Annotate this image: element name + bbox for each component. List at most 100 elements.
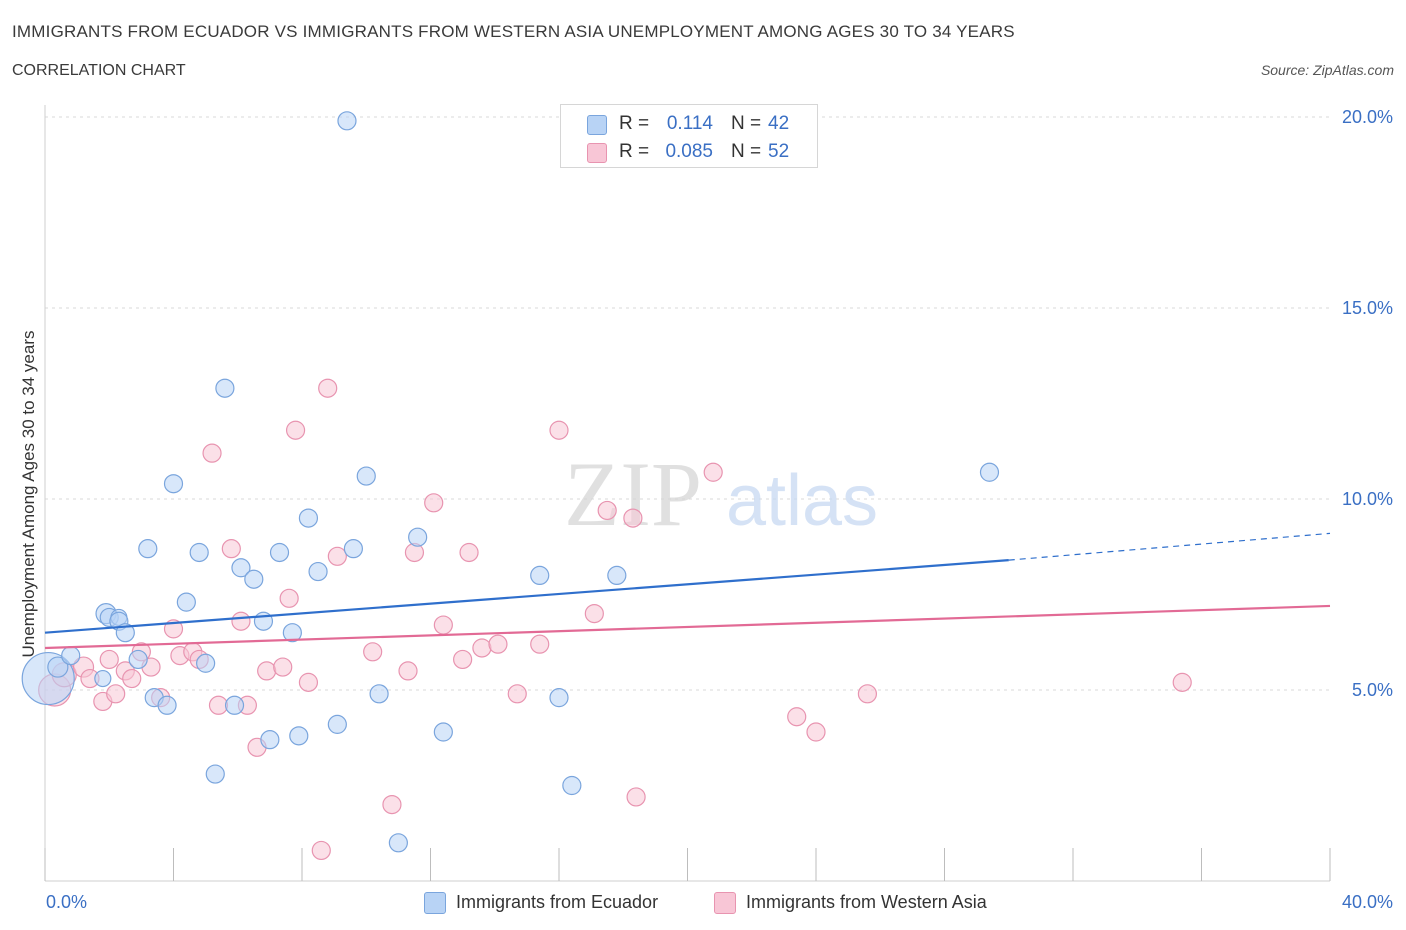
- point-western-asia: [703, 462, 723, 482]
- point-ecuador: [356, 466, 376, 486]
- point-ecuador: [260, 730, 280, 750]
- series-legend: Immigrants from Ecuador Immigrants from …: [0, 888, 1406, 916]
- point-western-asia: [398, 661, 418, 681]
- point-ecuador: [979, 462, 1000, 482]
- point-western-asia: [318, 378, 338, 398]
- point-western-asia: [623, 508, 643, 528]
- point-ecuador: [47, 656, 69, 678]
- point-western-asia: [99, 649, 119, 670]
- watermark: ZIP atlas: [564, 443, 878, 545]
- point-ecuador: [61, 646, 81, 666]
- point-western-asia: [597, 500, 617, 521]
- r-value: 0.114: [666, 113, 713, 134]
- point-western-asia: [202, 443, 222, 463]
- point-ecuador: [298, 508, 319, 528]
- point-ecuador: [530, 565, 550, 586]
- stats-row-western-asia: R = 0.085 N = 52: [561, 138, 817, 166]
- point-ecuador: [282, 623, 302, 643]
- point-ecuador: [128, 649, 148, 670]
- point-western-asia: [208, 695, 229, 715]
- point-western-asia: [1172, 672, 1192, 692]
- point-western-asia: [488, 634, 508, 654]
- r-value: 0.085: [665, 141, 713, 162]
- point-ecuador: [231, 558, 251, 578]
- point-ecuador: [289, 726, 309, 746]
- point-ecuador: [433, 722, 453, 742]
- point-ecuador: [244, 569, 264, 589]
- axes: [44, 105, 1331, 882]
- point-western-asia: [787, 707, 807, 727]
- point-ecuador: [205, 764, 225, 784]
- chart-subtitle: CORRELATION CHART: [12, 62, 186, 79]
- point-ecuador: [343, 539, 363, 559]
- point-ecuador: [408, 527, 428, 547]
- stats-swatch-ecuador: [587, 115, 607, 135]
- point-western-asia: [507, 684, 527, 704]
- watermark-zip: ZIP: [564, 443, 702, 545]
- point-western-asia: [424, 493, 444, 513]
- r-label: R =: [619, 113, 650, 134]
- point-western-asia: [584, 603, 604, 624]
- point-western-asia: [363, 642, 383, 662]
- point-ecuador: [269, 542, 290, 563]
- point-western-asia: [221, 539, 241, 559]
- trend-line-ecuador: [44, 559, 1009, 634]
- point-ecuador: [327, 714, 347, 734]
- point-ecuador: [369, 684, 389, 704]
- point-ecuador: [607, 565, 627, 586]
- point-western-asia: [626, 787, 646, 807]
- point-western-asia: [530, 634, 550, 654]
- point-western-asia: [311, 840, 331, 861]
- point-ecuador: [115, 623, 135, 643]
- chart-title: IMMIGRANTS FROM ECUADOR VS IMMIGRANTS FR…: [12, 22, 1015, 41]
- point-western-asia: [327, 546, 347, 566]
- point-ecuador: [215, 378, 235, 398]
- point-ecuador: [176, 592, 196, 612]
- n-value: 52: [768, 141, 790, 162]
- stats-swatch-western-asia: [587, 143, 607, 163]
- point-western-asia: [298, 672, 319, 692]
- point-ecuador: [224, 695, 245, 715]
- point-ecuador: [94, 669, 112, 688]
- trend-line-ecuador-projection: [1008, 532, 1331, 561]
- series-ecuador-points: [21, 111, 1000, 853]
- point-western-asia: [279, 588, 299, 608]
- y-tick-label: 20.0%: [1342, 107, 1393, 127]
- point-western-asia: [453, 649, 473, 670]
- point-western-asia: [433, 615, 453, 635]
- trend-line-western-asia: [44, 604, 1331, 650]
- point-ecuador: [157, 695, 177, 715]
- y-tick-label: 15.0%: [1342, 298, 1393, 318]
- point-western-asia: [273, 657, 293, 677]
- stats-legend: R = 0.114 N = 42 R = 0.085 N = 52: [560, 104, 818, 168]
- n-label: N =: [731, 113, 762, 134]
- tick-labels: 5.0% 10.0% 15.0% 20.0% 0.0% 40.0% Unemployment…: [19, 107, 1393, 912]
- point-western-asia: [806, 722, 826, 742]
- y-tick-label: 10.0%: [1342, 489, 1393, 509]
- point-ecuador: [163, 474, 184, 494]
- point-western-asia: [257, 661, 277, 681]
- point-western-asia: [472, 638, 492, 658]
- legend-label-ecuador: Immigrants from Ecuador: [456, 892, 659, 912]
- point-western-asia: [549, 420, 569, 440]
- point-ecuador: [196, 653, 216, 673]
- stats-row-ecuador: R = 0.114 N = 42: [561, 110, 817, 138]
- watermark-atlas: atlas: [726, 461, 878, 541]
- point-western-asia: [382, 794, 402, 815]
- point-ecuador: [562, 775, 582, 796]
- n-value: 42: [768, 113, 790, 134]
- point-western-asia: [122, 668, 142, 689]
- source-label: Source: ZipAtlas.com: [1260, 62, 1394, 78]
- point-western-asia: [285, 420, 306, 440]
- point-western-asia: [231, 611, 251, 631]
- point-ecuador: [388, 833, 408, 853]
- legend-label-western-asia: Immigrants from Western Asia: [746, 892, 987, 912]
- point-western-asia: [459, 542, 479, 563]
- point-ecuador: [308, 561, 328, 582]
- x-tick-label-min: 0.0%: [46, 892, 87, 912]
- point-ecuador: [138, 539, 158, 559]
- point-western-asia: [106, 684, 126, 704]
- point-ecuador: [189, 542, 209, 563]
- n-label: N =: [731, 141, 762, 162]
